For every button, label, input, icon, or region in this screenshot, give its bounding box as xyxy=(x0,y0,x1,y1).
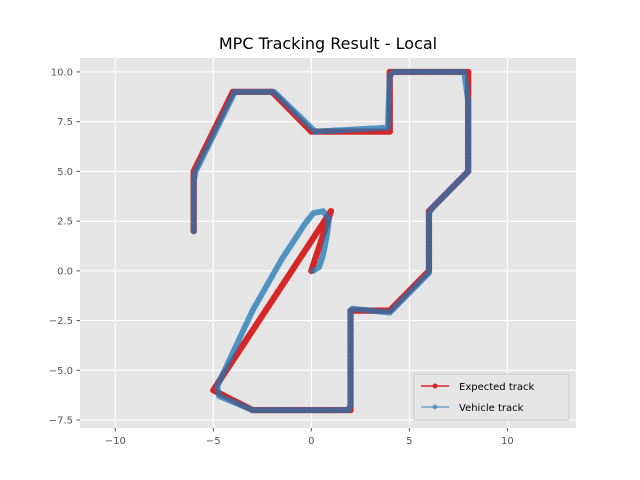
x-tick-label: 5 xyxy=(406,436,412,447)
legend: Expected track Vehicle track xyxy=(413,373,570,421)
x-tick-label: 0 xyxy=(308,436,314,447)
y-tick-label: −7.5 xyxy=(49,416,73,427)
x-tick-label: 10 xyxy=(501,436,514,447)
y-tick-label: −2.5 xyxy=(49,316,73,327)
chart-title: MPC Tracking Result - Local xyxy=(219,34,437,53)
legend-label-expected: Expected track xyxy=(459,382,534,393)
y-tick-label: 5.0 xyxy=(57,167,73,178)
legend-marker-vehicle xyxy=(432,404,438,410)
x-axis: −10 −5 0 5 10 xyxy=(105,428,514,447)
vehicle-track-line-group xyxy=(190,68,472,414)
y-axis: −7.5 −5.0 −2.5 0.0 2.5 5.0 7.5 10.0 xyxy=(49,67,80,427)
series-layer xyxy=(190,68,472,414)
x-tick-label: −5 xyxy=(206,436,221,447)
legend-label-vehicle: Vehicle track xyxy=(459,403,524,414)
vehicle-track-point xyxy=(190,228,197,235)
y-tick-label: 10.0 xyxy=(51,67,73,78)
y-tick-label: −5.0 xyxy=(49,366,73,377)
y-tick-label: 7.5 xyxy=(57,117,73,128)
y-tick-label: 0.0 xyxy=(57,266,73,277)
y-tick-label: 2.5 xyxy=(57,217,73,228)
grid xyxy=(80,58,576,428)
legend-box xyxy=(413,373,570,421)
legend-marker-expected xyxy=(432,383,438,389)
x-tick-label: −10 xyxy=(105,436,126,447)
